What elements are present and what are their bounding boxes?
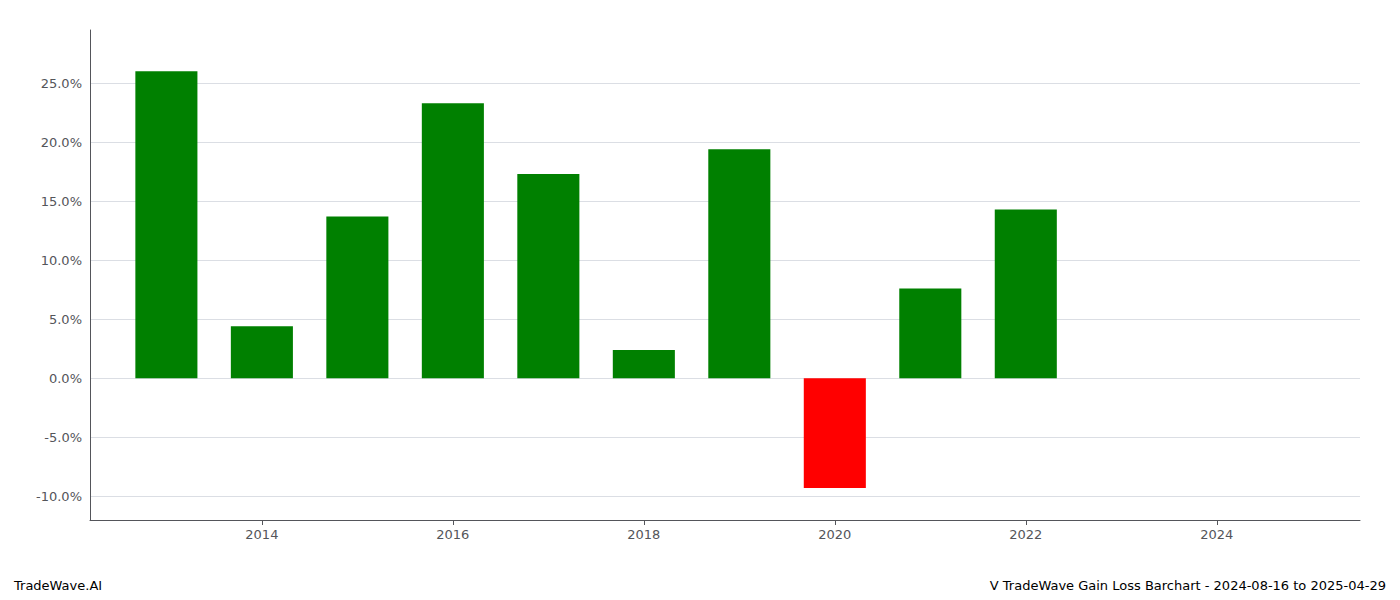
svg-text:2024: 2024 [1200, 527, 1233, 542]
svg-text:15.0%: 15.0% [41, 194, 82, 209]
svg-text:TradeWave.AI: TradeWave.AI [13, 578, 102, 593]
svg-text:2020: 2020 [818, 527, 851, 542]
svg-text:2022: 2022 [1009, 527, 1042, 542]
svg-text:25.0%: 25.0% [41, 76, 82, 91]
svg-text:10.0%: 10.0% [41, 253, 82, 268]
svg-text:2018: 2018 [627, 527, 660, 542]
svg-text:0.0%: 0.0% [49, 371, 82, 386]
svg-text:5.0%: 5.0% [49, 312, 82, 327]
svg-text:20.0%: 20.0% [41, 135, 82, 150]
svg-text:2014: 2014 [245, 527, 278, 542]
svg-text:-10.0%: -10.0% [36, 489, 82, 504]
svg-text:-5.0%: -5.0% [44, 430, 82, 445]
svg-text:V TradeWave Gain Loss Barchart: V TradeWave Gain Loss Barchart - 2024-08… [990, 578, 1386, 593]
svg-text:2016: 2016 [436, 527, 469, 542]
